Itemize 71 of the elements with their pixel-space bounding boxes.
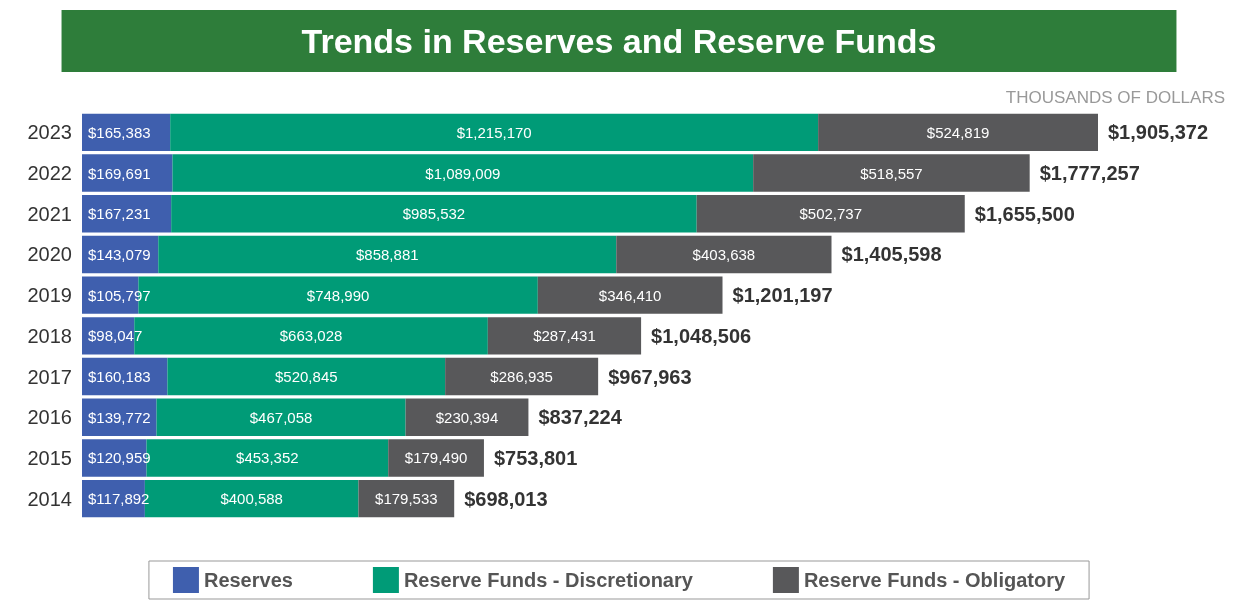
total-label: $753,801 (493, 446, 578, 469)
data-label: $230,394 (435, 408, 499, 426)
data-label: $453,352 (236, 449, 299, 467)
bar (696, 195, 965, 233)
data-label: $520,845 (274, 368, 338, 386)
bar (171, 195, 697, 233)
total-label: $1,655,500 (974, 202, 1075, 225)
data-label: $502,737 (799, 205, 863, 223)
legend-label: Reserve Funds - Discretionary (403, 569, 694, 591)
bar (170, 113, 819, 152)
data-label: $400,588 (220, 490, 283, 508)
y-tick-label: 2017 (27, 365, 72, 388)
data-label: $403,638 (692, 245, 756, 263)
total-label: $1,405,598 (841, 243, 942, 266)
total-label: $1,201,197 (732, 284, 833, 307)
data-label: $117,892 (88, 490, 150, 508)
bar (405, 398, 529, 436)
data-label: $179,490 (404, 449, 468, 467)
bar (537, 276, 723, 314)
total-label: $967,963 (608, 365, 692, 388)
data-label: $346,410 (598, 286, 662, 304)
bar (388, 439, 484, 477)
data-label: $179,533 (375, 490, 438, 508)
data-label: $524,819 (926, 123, 990, 141)
data-label: $160,183 (88, 368, 151, 386)
bar (616, 235, 832, 274)
y-tick-label: 2019 (27, 284, 72, 307)
data-label: $143,079 (88, 245, 151, 263)
total-label: $1,905,372 (1108, 121, 1209, 144)
data-label: $105,797 (88, 286, 151, 304)
data-label: $167,231 (88, 205, 151, 223)
bar (158, 235, 617, 274)
legend-label: Reserve Funds - Obligatory (803, 569, 1066, 591)
y-tick-label: 2023 (27, 121, 72, 144)
data-label: $1,215,170 (456, 123, 532, 141)
data-label: $286,935 (490, 368, 553, 386)
chart-title: Trends in Reserves and Reserve Funds (301, 22, 937, 60)
bar (753, 154, 1030, 192)
bar (818, 113, 1098, 152)
y-tick-label: 2022 (27, 162, 72, 185)
y-tick-label: 2018 (27, 324, 72, 347)
data-label: $518,557 (860, 164, 923, 182)
total-label: $1,777,257 (1039, 162, 1140, 185)
y-tick-label: 2020 (27, 243, 72, 266)
legend-label: Reserves (203, 569, 293, 591)
data-label: $663,028 (279, 327, 343, 345)
data-label: $139,772 (88, 408, 151, 426)
data-label: $169,691 (88, 164, 151, 182)
data-label: $1,089,009 (425, 164, 501, 182)
bar (82, 154, 173, 192)
bar (445, 357, 599, 396)
data-label: $287,431 (533, 327, 596, 345)
data-label: $165,383 (88, 123, 151, 141)
bar (172, 154, 754, 192)
data-label: $467,058 (249, 408, 313, 426)
chart-subtitle: THOUSANDS OF DOLLARS (1005, 88, 1226, 107)
bar (167, 357, 446, 396)
y-tick-label: 2021 (27, 202, 72, 225)
y-tick-label: 2015 (27, 446, 72, 469)
total-label: $698,013 (464, 487, 548, 510)
data-label: $120,959 (88, 449, 151, 467)
data-label: $98,047 (88, 327, 143, 345)
y-tick-label: 2014 (27, 487, 72, 510)
bar (156, 398, 406, 436)
data-label: $858,881 (356, 245, 419, 263)
y-tick-label: 2016 (27, 406, 72, 429)
total-label: $837,224 (538, 406, 623, 429)
data-label: $985,532 (402, 205, 466, 223)
data-label: $748,990 (306, 286, 370, 304)
total-label: $1,048,506 (651, 324, 752, 347)
bar (487, 317, 642, 355)
